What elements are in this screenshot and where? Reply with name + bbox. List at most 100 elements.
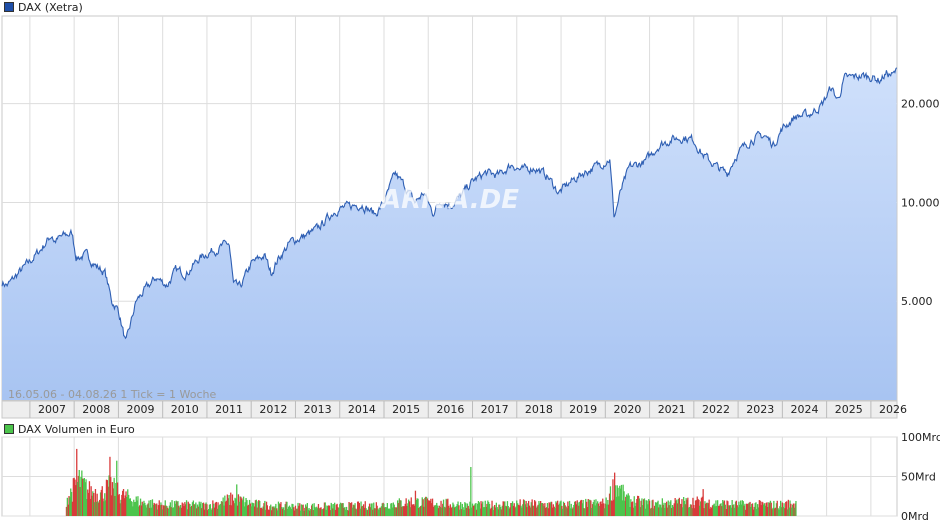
volume-bar [775,503,778,516]
volume-bar [96,493,98,516]
volume-bar [373,502,375,516]
volume-bar [127,489,129,516]
volume-bar [271,510,273,516]
volume-bar [558,503,560,516]
volume-bar [684,504,686,516]
volume-bar [74,479,76,516]
volume-bar [114,496,116,516]
volume-bar [284,504,286,516]
volume-bar [196,504,199,516]
volume-bar [511,503,513,516]
volume-bar [743,505,745,516]
volume-bar [171,500,173,516]
volume-bar [482,507,485,516]
volume-bar [459,509,461,516]
volume-bar [428,500,430,516]
volume-bar [357,501,360,516]
volume-bar [473,505,475,516]
volume-bar [522,499,525,516]
volume-y-tick-label: 100Mrd [901,431,940,444]
volume-bar [544,503,546,516]
volume-bar [454,506,457,516]
volume-bar [540,503,543,516]
volume-bar [613,499,615,516]
volume-bar [591,507,593,516]
volume-bar [318,508,320,516]
volume-bar [537,504,539,516]
volume-bar [386,503,388,516]
volume-bar [338,508,340,516]
volume-bar [419,506,422,516]
volume-bar [372,509,374,516]
volume-bar [367,509,369,516]
x-tick-label: 2008 [82,403,110,416]
volume-bar [66,497,68,516]
volume-bar [536,506,538,516]
volume-bar [468,508,470,516]
volume-bar [642,505,644,516]
volume-bar [546,503,549,516]
volume-bar [311,505,313,516]
volume-bar [231,505,233,516]
volume-bar [585,498,587,516]
volume-bar [116,460,118,516]
volume-bar [782,506,784,516]
volume-bar [436,502,438,516]
volume-bar [194,504,196,516]
x-tick-label: 2020 [613,403,641,416]
volume-bar [457,501,459,516]
volume-bar [462,507,464,516]
volume-bar [132,506,134,516]
volume-bar [706,502,709,516]
volume-bar [69,497,71,516]
volume-bar [336,503,338,516]
volume-bar [779,506,781,516]
volume-bar [220,501,223,516]
volume-bar [542,503,544,516]
volume-bar [120,499,122,516]
volume-bar [451,506,453,516]
volume-bar [80,477,82,516]
volume-bar [156,503,158,516]
volume-bar [447,498,449,516]
volume-bar [112,488,114,516]
volume-bar [516,500,518,516]
volume-bar [137,496,139,516]
volume-bar [766,502,768,516]
volume-legend-swatch [4,424,14,434]
volume-bar [197,506,200,516]
x-tick-label: 2025 [835,403,863,416]
volume-bar [618,496,620,516]
volume-bar [214,507,216,516]
volume-bar [152,504,154,516]
volume-bar [337,507,339,516]
volume-bar [412,504,414,516]
volume-bar [681,499,683,516]
volume-bar [422,499,424,516]
volume-bar [785,501,787,516]
volume-bar [736,505,738,516]
volume-bar [488,502,490,516]
volume-bar [612,479,614,516]
volume-bar [538,501,540,516]
volume-bar [433,505,435,516]
volume-bar [712,504,715,516]
volume-bar [383,503,385,516]
volume-bar [250,506,252,516]
volume-bar [329,510,331,516]
volume-bar [90,486,92,516]
volume-bar [597,503,600,516]
volume-bar [160,502,162,516]
price-legend: DAX (Xetra) [4,0,83,14]
volume-bar [583,508,585,516]
volume-bar [486,503,488,516]
volume-bar [702,489,704,516]
volume-bar [521,507,523,516]
x-tick-label: 2007 [38,403,66,416]
volume-bar [131,501,133,516]
volume-bar [774,508,776,516]
volume-bar [623,491,625,516]
volume-bar [245,498,247,516]
volume-bar [599,501,601,516]
